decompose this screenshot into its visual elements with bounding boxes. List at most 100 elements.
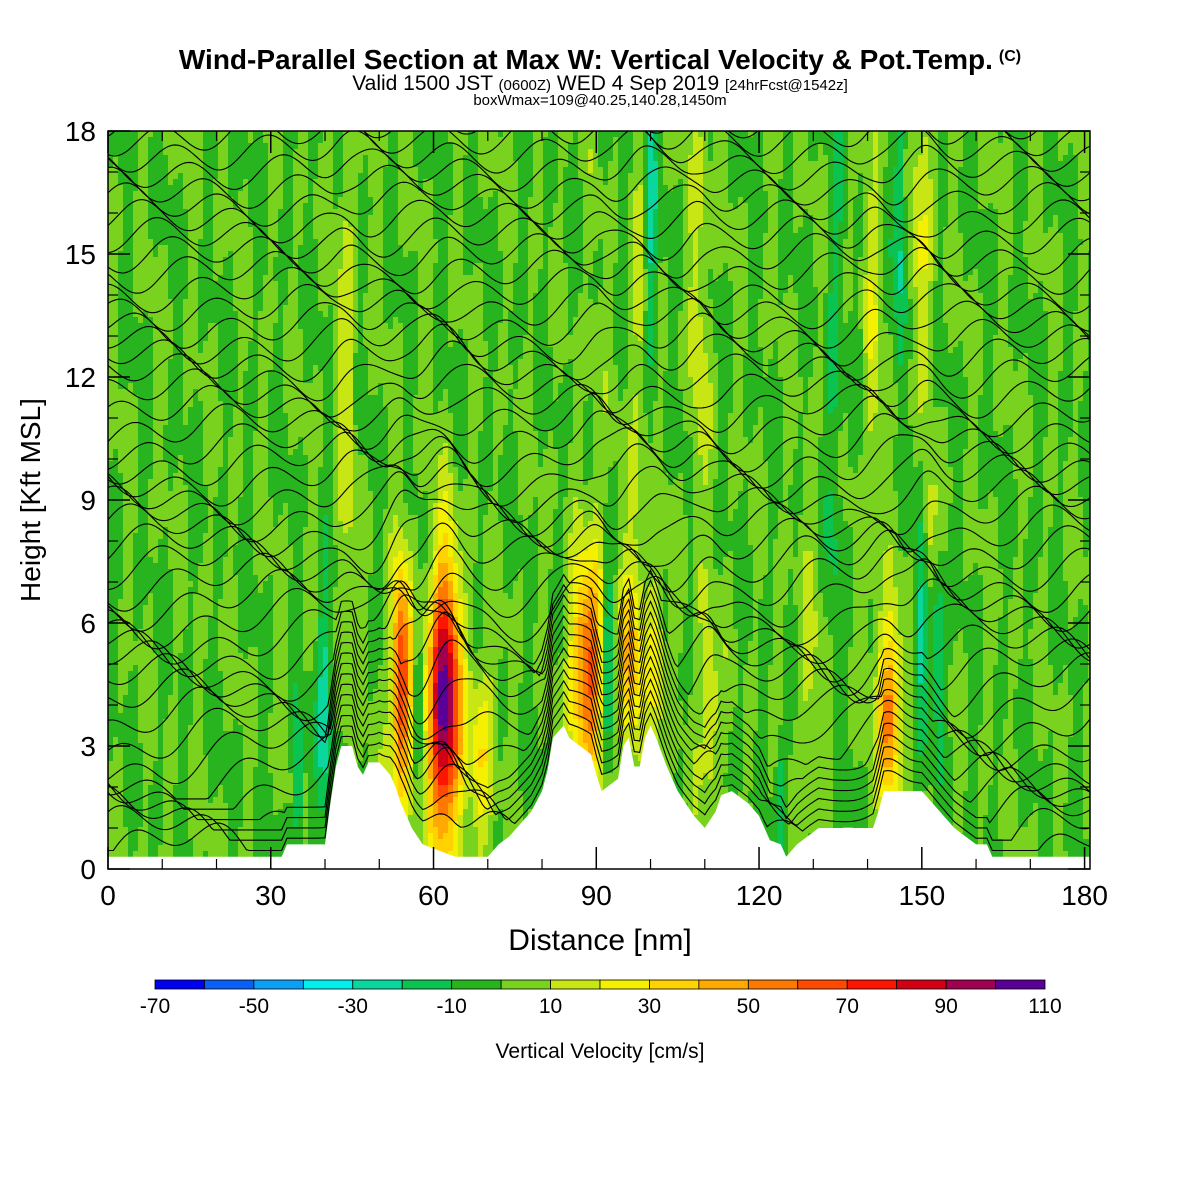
field-cell — [1033, 191, 1039, 198]
field-cell — [468, 167, 474, 174]
field-cell — [288, 197, 294, 204]
field-cell — [683, 251, 689, 258]
field-cell — [628, 233, 634, 240]
field-cell — [718, 209, 724, 216]
field-cell — [728, 275, 734, 282]
field-cell — [253, 143, 259, 150]
field-cell — [238, 143, 244, 150]
field-cell — [978, 179, 984, 186]
field-cell — [978, 131, 984, 138]
field-cell — [583, 179, 589, 186]
field-cell — [573, 245, 579, 252]
field-cell — [403, 227, 409, 234]
field-cell — [588, 167, 594, 174]
field-cell — [528, 227, 534, 234]
field-cell — [438, 155, 444, 162]
field-cell — [133, 179, 139, 186]
field-cell — [223, 173, 229, 180]
field-cell — [163, 263, 169, 270]
field-cell — [1033, 197, 1039, 204]
field-cell — [563, 137, 569, 144]
field-cell — [963, 143, 969, 150]
field-cell — [1003, 239, 1009, 246]
field-cell — [398, 239, 404, 246]
field-cell — [1088, 167, 1090, 174]
field-cell — [928, 155, 934, 162]
field-cell — [673, 143, 679, 150]
field-cell — [993, 155, 999, 162]
field-cell — [388, 263, 394, 270]
field-cell — [478, 155, 484, 162]
field-cell — [533, 167, 539, 174]
field-cell — [913, 179, 919, 186]
field-cell — [498, 143, 504, 150]
field-cell — [888, 185, 894, 192]
field-cell — [298, 257, 304, 264]
field-cell — [363, 185, 369, 192]
field-cell — [473, 203, 479, 210]
field-cell — [568, 227, 574, 234]
field-cell — [798, 269, 804, 276]
field-cell — [558, 215, 564, 222]
field-cell — [1048, 155, 1054, 162]
field-cell — [843, 179, 849, 186]
field-cell — [903, 173, 909, 180]
field-cell — [328, 197, 334, 204]
field-cell — [958, 179, 964, 186]
field-cell — [298, 185, 304, 192]
field-cell — [253, 197, 259, 204]
field-cell — [863, 197, 869, 204]
field-cell — [1053, 137, 1059, 144]
field-cell — [878, 203, 884, 210]
field-cell — [828, 269, 834, 276]
field-cell — [228, 131, 234, 138]
field-cell — [593, 227, 599, 234]
field-cell — [458, 209, 464, 216]
field-cell — [723, 167, 729, 174]
field-cell — [638, 155, 644, 162]
field-cell — [988, 215, 994, 222]
field-cell — [863, 215, 869, 222]
field-cell — [243, 257, 249, 264]
field-cell — [993, 185, 999, 192]
field-cell — [633, 233, 639, 240]
field-cell — [418, 215, 424, 222]
field-cell — [683, 137, 689, 144]
field-cell — [363, 197, 369, 204]
field-cell — [713, 185, 719, 192]
field-cell — [973, 179, 979, 186]
field-cell — [973, 269, 979, 276]
field-cell — [123, 191, 129, 198]
field-cell — [458, 167, 464, 174]
field-cell — [368, 215, 374, 222]
field-cell — [808, 137, 814, 144]
field-cell — [213, 257, 219, 264]
field-cell — [743, 209, 749, 216]
field-cell — [108, 263, 114, 270]
field-cell — [228, 215, 234, 222]
field-cell — [218, 281, 224, 288]
field-cell — [1058, 239, 1064, 246]
field-cell — [998, 245, 1004, 252]
field-cell — [1003, 251, 1009, 258]
field-cell — [833, 185, 839, 192]
field-cell — [428, 167, 434, 174]
field-cell — [828, 161, 834, 168]
field-cell — [403, 191, 409, 198]
field-cell — [608, 209, 614, 216]
field-cell — [538, 143, 544, 150]
field-cell — [388, 251, 394, 258]
field-cell — [303, 221, 309, 228]
field-cell — [368, 281, 374, 288]
field-cell — [823, 269, 829, 276]
field-cell — [458, 263, 464, 270]
field-cell — [868, 167, 874, 174]
field-cell — [573, 233, 579, 240]
field-cell — [318, 227, 324, 234]
field-cell — [898, 155, 904, 162]
field-cell — [348, 131, 354, 138]
field-cell — [248, 281, 254, 288]
field-cell — [493, 155, 499, 162]
field-cell — [1048, 131, 1054, 138]
field-cell — [758, 167, 764, 174]
